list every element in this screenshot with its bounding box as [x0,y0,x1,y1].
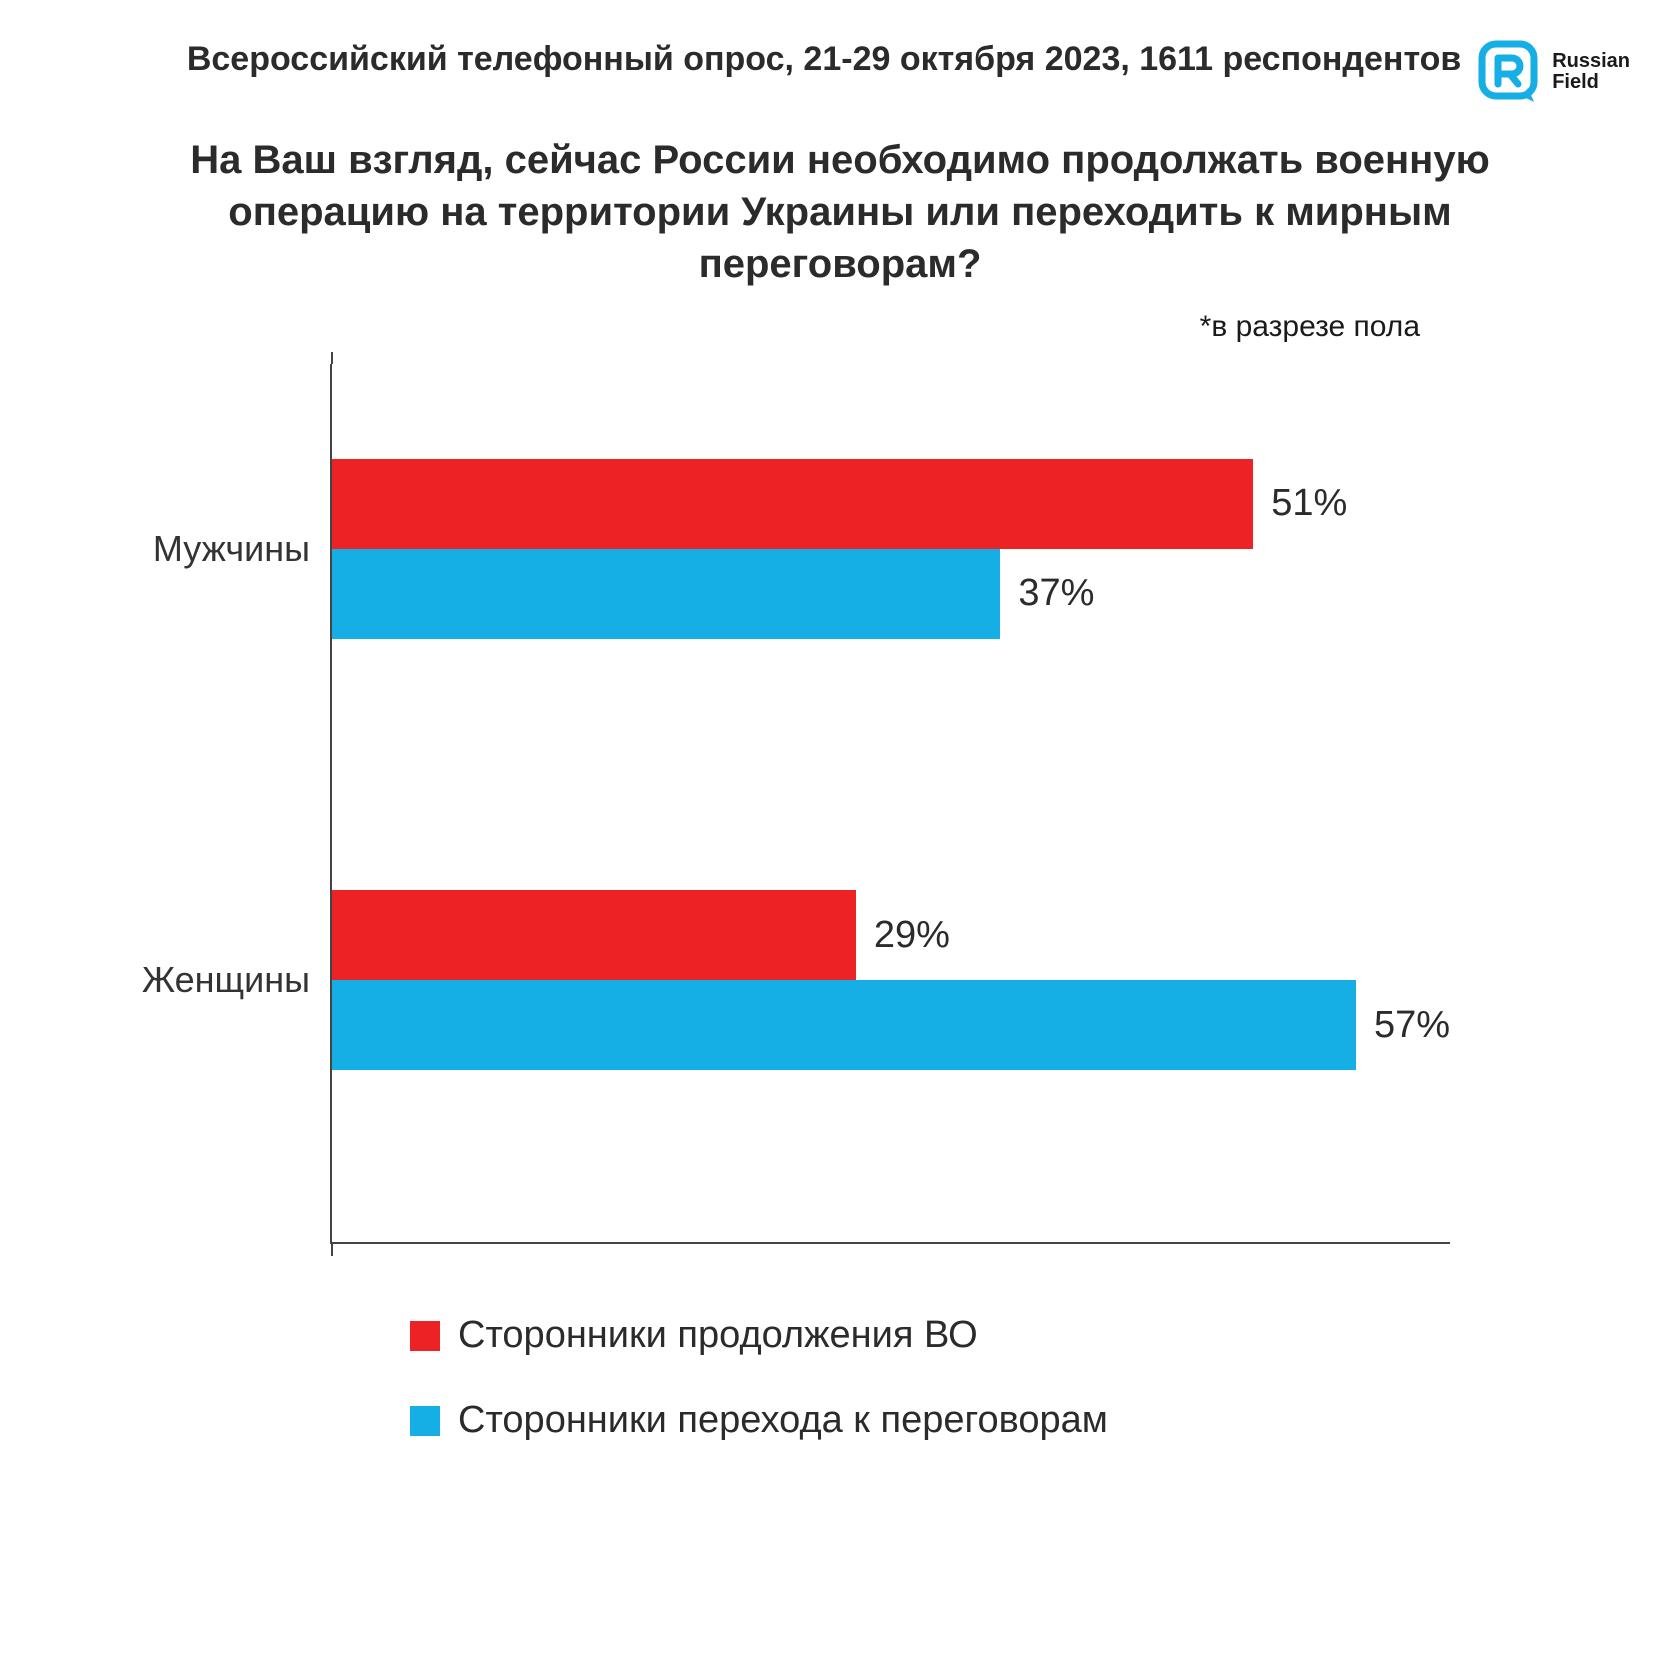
logo-line2: Field [1552,72,1630,93]
bar-row: 37% [332,549,1450,639]
legend-label: Сторонники продолжения ВО [458,1314,978,1357]
category-label: Женщины [142,959,310,1001]
legend-swatch [410,1406,440,1436]
survey-meta: Всероссийский телефонный опрос, 21-29 ок… [50,40,1478,79]
legend: Сторонники продолжения ВО Сторонники пере… [410,1314,1630,1442]
bar-row: 57% [332,980,1450,1070]
bar [332,549,1000,639]
logo-line1: Russian [1552,51,1630,72]
category-label: Мужчины [153,528,310,570]
axis-tick [331,352,333,364]
axis-tick [331,1242,333,1256]
chart: Мужчины Женщины 51% 37% 29% 57% [50,364,1630,1244]
page: Всероссийский телефонный опрос, 21-29 ок… [0,0,1680,1680]
logo-icon [1478,40,1542,104]
question-title: На Ваш взгляд, сейчас России необходимо … [190,134,1490,290]
bar [332,890,856,980]
bar-row: 51% [332,459,1450,549]
legend-item: Сторонники перехода к переговорам [410,1399,1630,1442]
bar-group: 29% 57% [332,890,1450,1070]
bar-value-label: 29% [874,914,950,957]
plot-area: 51% 37% 29% 57% [330,364,1450,1244]
legend-item: Сторонники продолжения ВО [410,1314,1630,1357]
bar-value-label: 37% [1018,572,1094,615]
bar-row: 29% [332,890,1450,980]
header: Всероссийский телефонный опрос, 21-29 ок… [50,40,1630,104]
subnote: *в разрезе пола [50,310,1420,344]
logo-text: Russian Field [1552,51,1630,93]
bar-value-label: 57% [1374,1004,1450,1047]
bar [332,980,1356,1070]
legend-swatch [410,1321,440,1351]
logo: Russian Field [1478,40,1630,104]
bar-value-label: 51% [1271,482,1347,525]
legend-label: Сторонники перехода к переговорам [458,1399,1108,1442]
bar [332,459,1253,549]
y-axis-labels: Мужчины Женщины [50,364,330,1244]
bar-group: 51% 37% [332,459,1450,639]
